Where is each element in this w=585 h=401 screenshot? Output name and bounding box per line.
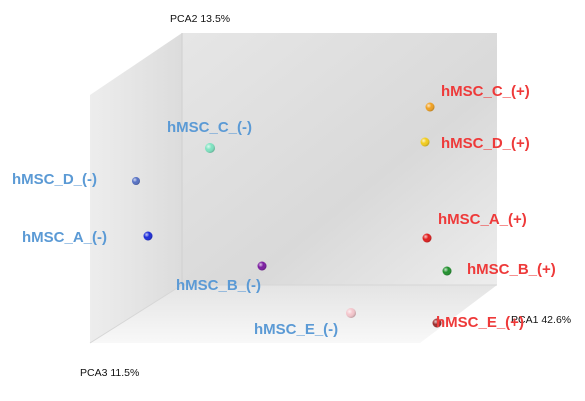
- point-shading: [442, 266, 452, 276]
- point-shading: [422, 233, 432, 243]
- point-shading: [205, 143, 215, 153]
- point-shading: [346, 308, 356, 318]
- point-shading: [432, 318, 442, 328]
- floor-wall: [90, 285, 497, 343]
- label-hmsc-c: hMSC_C_(-): [167, 119, 252, 136]
- data-point-labels: hMSC_C_(+) hMSC_D_(+) hMSC_A_(+) hMSC_B_(+)…: [12, 83, 556, 338]
- point-shading: [143, 231, 153, 241]
- label-hmsc-d: hMSC_D_(-): [12, 171, 97, 188]
- point-shading: [420, 137, 430, 147]
- box-edge: [89, 284, 183, 344]
- point-shading: [257, 261, 267, 271]
- label-hmsc-e: hMSC_E_(-): [254, 321, 338, 338]
- label-hmsc-a: hMSC_A_(-): [22, 229, 107, 246]
- label-hmsc-c: hMSC_C_(+): [441, 83, 530, 100]
- back-wall: [182, 33, 497, 285]
- axis-label-pca3: PCA3 11.5%: [80, 367, 139, 379]
- data-points: [132, 102, 452, 328]
- axis-label-pca1: PCA1 42.6%: [511, 314, 571, 326]
- point-shading: [425, 102, 435, 112]
- label-hmsc-e: hMSC_E_(+): [436, 314, 524, 331]
- label-hmsc-a: hMSC_A_(+): [438, 211, 527, 228]
- label-hmsc-d: hMSC_D_(+): [441, 135, 530, 152]
- label-hmsc-b: hMSC_B_(-): [176, 277, 261, 294]
- point-shading: [132, 177, 140, 185]
- left-wall: [90, 33, 182, 343]
- label-hmsc-b: hMSC_B_(+): [467, 261, 556, 278]
- axis-label-pca2: PCA2 13.5%: [170, 13, 230, 25]
